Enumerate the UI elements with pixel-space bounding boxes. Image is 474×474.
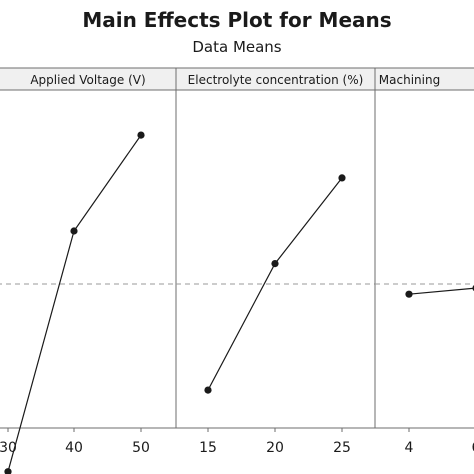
x-tick-label-applied-voltage-v-40: 40	[65, 440, 83, 456]
plot-area: Applied Voltage (V) 30 40 50 Electrolyte con…	[0, 67, 474, 474]
chart-title: Main Effects Plot for Means	[82, 8, 391, 32]
data-point-electrolyte-concentration-25	[338, 174, 346, 182]
panel-frame-electrolyte-concentration	[175, 89, 376, 429]
data-point-applied-voltage-v-30	[4, 468, 12, 474]
panel-frame-applied-voltage-v	[0, 89, 177, 429]
x-tick-label-machining-4: 4	[405, 440, 414, 456]
data-point-machining-4	[405, 290, 413, 298]
data-point-applied-voltage-v-50	[137, 131, 145, 139]
panel-label-electrolyte-concentration: Electrolyte concentration (%)	[188, 73, 364, 87]
x-tick-label-applied-voltage-v-30: 30	[0, 440, 17, 456]
panel-frame-machining	[374, 89, 474, 429]
x-tick-label-electrolyte-concentration-20: 20	[266, 440, 284, 456]
data-point-electrolyte-concentration-15	[204, 386, 212, 394]
x-tick-label-machining-6: 6	[472, 440, 474, 456]
series-line-machining	[408, 287, 474, 295]
series-line-applied-voltage-v	[7, 134, 142, 472]
data-point-applied-voltage-v-40	[70, 227, 78, 235]
x-tick-label-electrolyte-concentration-25: 25	[333, 440, 351, 456]
x-tick-label-electrolyte-concentration-15: 15	[199, 440, 217, 456]
chart-subtitle: Data Means	[192, 38, 281, 56]
panel-label-machining: Machining	[379, 73, 440, 87]
x-tick-label-applied-voltage-v-50: 50	[132, 440, 150, 456]
data-point-electrolyte-concentration-20	[271, 260, 279, 268]
panel-label-applied-voltage-v: Applied Voltage (V)	[30, 73, 145, 87]
